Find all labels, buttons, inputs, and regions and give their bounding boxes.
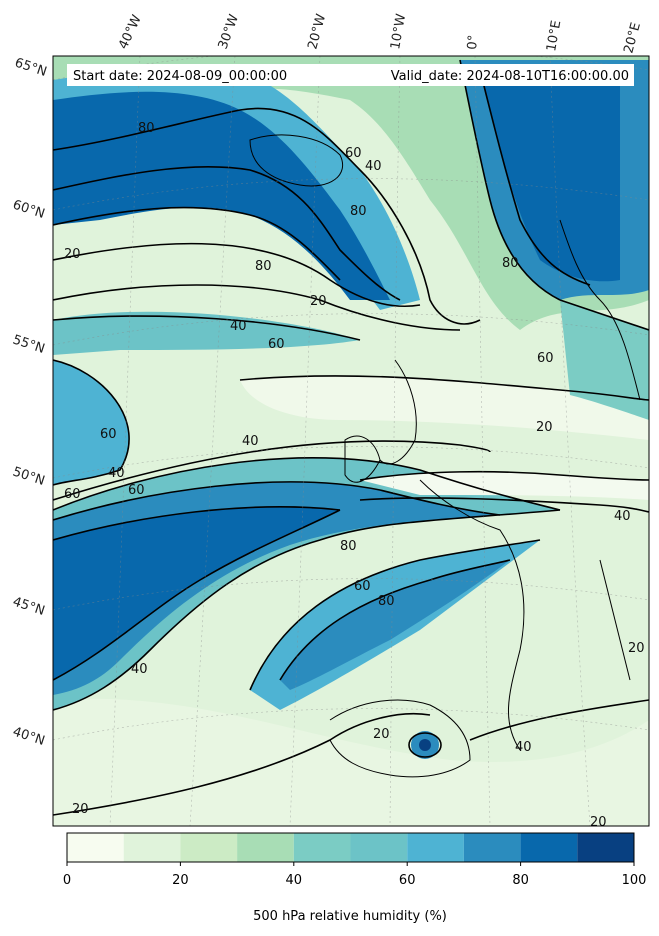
colorbar-tick-label: 100 (622, 873, 647, 888)
contour-label: 60 (64, 487, 81, 502)
contour-label: 40 (108, 466, 125, 481)
colorbar-tick-label: 0 (63, 873, 71, 888)
longitude-label: 30°W (216, 12, 242, 51)
colorbar-segment (237, 833, 294, 862)
colorbar-ticks: 0 20 40 60 80 100 (63, 862, 647, 888)
contour-label: 60 (354, 579, 371, 594)
colorbar-segment (407, 833, 464, 862)
colorbar-title: 500 hPa relative humidity (%) (253, 909, 447, 924)
colorbar-frame (66, 832, 635, 863)
colorbar-segment (463, 833, 521, 862)
map-frame (52, 55, 650, 827)
latitude-label: 50°N (11, 465, 47, 489)
colorbar-segment (123, 833, 181, 862)
longitude-label: 20°W (305, 12, 329, 51)
longitude-label: 10°E (544, 19, 564, 52)
contour-label: 40 (242, 434, 259, 449)
contour-label: 80 (378, 594, 395, 609)
contour-label: 60 (100, 427, 117, 442)
latitude-label: 55°N (11, 333, 47, 357)
valid-date-text: Valid_date: 2024-08-10T16:00:00.00 (391, 69, 629, 84)
contour-label: 20 (628, 641, 645, 656)
contour-label: 20 (72, 802, 89, 817)
colorbar-segment (577, 833, 634, 862)
start-date-text: Start date: 2024-08-09_00:00:00 (73, 69, 287, 84)
longitude-label: 20°E (621, 21, 644, 55)
map-panel: 80 60 40 20 80 60 40 20 80 60 40 20 60 8… (53, 56, 649, 830)
contour-label: 40 (131, 662, 148, 677)
longitude-label: 0° (465, 34, 481, 50)
contour-label: 60 (345, 146, 362, 161)
contour-label-layer: 80 60 40 20 80 60 40 20 80 60 40 20 60 8… (64, 121, 645, 830)
latitude-label: 40°N (11, 725, 47, 749)
colorbar-tick-label: 60 (399, 873, 416, 888)
latitude-label: 60°N (11, 198, 47, 222)
colorbar-segment (520, 833, 578, 862)
contour-label: 40 (614, 509, 631, 524)
contour-label: 80 (255, 259, 272, 274)
colorbar-tick-label: 20 (172, 873, 189, 888)
colorbar-segment (67, 833, 124, 862)
contour-label: 40 (515, 740, 532, 755)
date-header-bar (67, 64, 634, 86)
graticule-layer (53, 56, 649, 826)
longitude-label: 40°W (116, 13, 145, 52)
colorbar-segment (293, 833, 351, 862)
latitude-label: 65°N (13, 56, 49, 80)
contour-label: 80 (138, 121, 155, 136)
longitude-label: 10°W (388, 13, 409, 51)
colorbar-tick-label: 40 (286, 873, 303, 888)
contour-label: 40 (365, 159, 382, 174)
contour-label: 40 (230, 319, 247, 334)
longitude-labels: 40°W 30°W 20°W 10°W 0° 10°E 20°E (116, 12, 644, 55)
contour-label: 20 (373, 727, 390, 742)
colorbar-tick-label: 80 (512, 873, 529, 888)
latitude-labels: 65°N 60°N 55°N 50°N 45°N 40°N (11, 56, 49, 749)
humidity-fill-layer (53, 56, 649, 826)
humidity-colorbar (66, 832, 635, 863)
contour-label: 80 (340, 539, 357, 554)
contour-label: 20 (590, 815, 607, 830)
contour-label: 60 (128, 483, 145, 498)
contour-layer (53, 59, 649, 816)
contour-label: 80 (350, 204, 367, 219)
colorbar-segment (180, 833, 238, 862)
contour-label: 60 (268, 337, 285, 352)
contour-label: 80 (502, 256, 519, 271)
contour-label: 20 (310, 294, 327, 309)
latitude-label: 45°N (11, 595, 47, 619)
contour-label: 20 (536, 420, 553, 435)
contour-label: 60 (537, 351, 554, 366)
contour-label: 20 (64, 247, 81, 262)
colorbar-segment (350, 833, 408, 862)
